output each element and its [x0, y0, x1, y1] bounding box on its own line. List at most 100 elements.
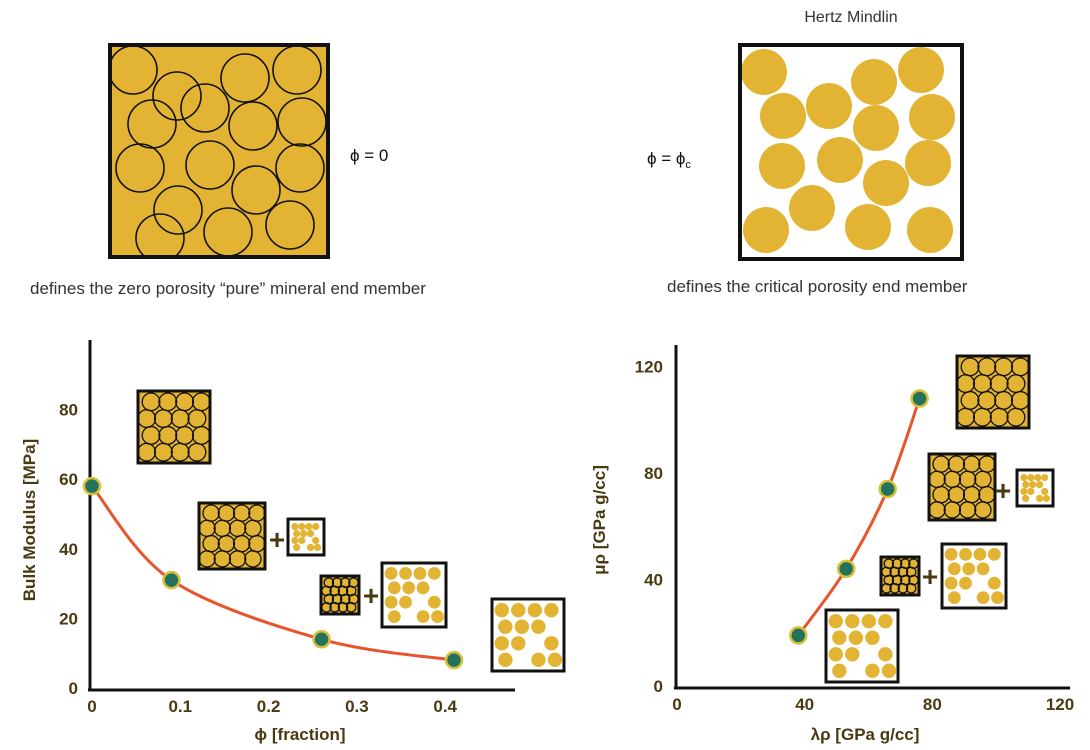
inset-loose-grain — [498, 652, 513, 667]
inset-grain-outline — [989, 407, 1009, 427]
grain-outline — [228, 101, 278, 151]
loose-grains — [741, 47, 955, 253]
inset-grain-outline — [321, 602, 332, 613]
inset-loose-grain — [845, 647, 860, 662]
grain-outline — [220, 53, 270, 103]
c1-y-tick: 0 — [69, 679, 78, 698]
chart2-inset-critical — [824, 608, 900, 684]
mineral-grains — [110, 45, 327, 257]
c1-data-point — [312, 630, 331, 649]
inset-grain-outline — [345, 602, 357, 613]
inset-loose-grain — [293, 529, 301, 538]
c1-x-tick: 0.3 — [345, 697, 369, 716]
inset-loose-grain — [416, 581, 430, 595]
inset-loose-grain — [976, 591, 990, 604]
inset-loose-grain — [1020, 487, 1028, 496]
inset-loose-grain — [306, 543, 315, 552]
c2-data-point — [836, 559, 856, 579]
bulk-modulus-chart: 0 20 40 60 80 0 0.1 0.2 0.3 0.4 Bulk Modulus [MP… — [20, 340, 566, 744]
inset-loose-grain — [861, 614, 877, 629]
mineral-square-border — [108, 43, 330, 259]
phi-zero-label: ϕ = 0 — [350, 146, 388, 165]
chart1-x-label: ϕ [fraction] — [254, 725, 345, 744]
c2-data-point — [789, 626, 808, 645]
inset-loose-grain — [531, 652, 546, 667]
inset-loose-grain — [1020, 474, 1028, 482]
inset-grain-outline — [905, 583, 917, 594]
inset-grain-outline — [972, 407, 992, 427]
inset-loose-grain — [431, 610, 444, 623]
inset-loose-grain — [387, 610, 401, 623]
inset-grain-outline — [329, 602, 341, 613]
loose-grain — [909, 94, 955, 140]
hertz-mindlin-title: Hertz Mindlin — [804, 9, 897, 26]
grain-outline — [185, 140, 235, 190]
chart2-inset-mix-a-loose — [1015, 468, 1055, 508]
chart2-plus-a: + — [995, 475, 1011, 506]
loose-grain — [741, 49, 787, 95]
inset-loose-grain — [865, 663, 880, 678]
inset-loose-grain — [384, 595, 398, 609]
inset-loose-grain — [962, 562, 976, 576]
inset-loose-grain — [848, 630, 864, 645]
lambda-mu-rho-chart: 0 40 80 120 0 40 80 120 μρ [GPa g/cc] λρ [GPa … — [590, 345, 1074, 744]
chart2-inset-mix-b-loose — [940, 542, 1008, 610]
inset-loose-grain — [1029, 480, 1037, 489]
chart1-inset-critical — [490, 597, 566, 673]
inset-loose-grain — [1041, 487, 1049, 496]
zero-porosity-block — [108, 43, 330, 259]
inset-loose-grain — [1022, 480, 1030, 489]
inset-loose-grain — [293, 543, 301, 552]
chart1-curve — [90, 485, 455, 662]
grain-outline — [152, 71, 202, 121]
inset-grain-outline — [956, 407, 976, 427]
inset-grain-outline — [943, 501, 962, 519]
chart2-plus-b: + — [922, 561, 938, 592]
grain-outline — [180, 83, 230, 133]
inset-loose-grain — [1034, 474, 1042, 482]
inset-loose-grain — [944, 576, 958, 590]
loose-grain — [863, 160, 909, 206]
chart1-inset-mix-a-loose — [286, 517, 326, 557]
loose-grain — [759, 143, 805, 189]
grain-outline — [265, 200, 315, 250]
loose-grain — [743, 207, 789, 253]
inset-grain-outline — [170, 442, 190, 462]
chart1-y-label: Bulk Modulus [MPa] — [20, 439, 39, 601]
c2-data-point — [910, 389, 929, 408]
inset-loose-grain — [511, 603, 526, 618]
inset-loose-grain — [413, 567, 427, 580]
chart2-inset-mix-a — [927, 452, 997, 522]
inset-loose-grain — [300, 529, 308, 538]
c2-y-tick: 40 — [644, 571, 663, 590]
inset-loose-grain — [427, 567, 441, 580]
inset-grain-outline — [187, 442, 207, 462]
inset-loose-grain — [1041, 474, 1049, 482]
grain-outline — [153, 185, 203, 235]
inset-loose-grain — [305, 523, 313, 531]
inset-loose-grain — [544, 603, 559, 618]
inset-loose-grain — [531, 619, 546, 634]
chart2-data-points — [789, 389, 929, 645]
chart2-y-tick-labels: 0 40 80 120 — [635, 358, 663, 696]
inset-loose-grain — [828, 614, 843, 629]
inset-grain-outline — [1006, 407, 1026, 427]
c1-y-tick: 80 — [59, 401, 78, 420]
c2-data-point — [878, 479, 897, 499]
c1-x-tick: 0.2 — [257, 697, 281, 716]
inset-loose-grain — [402, 581, 416, 595]
c1-y-tick: 40 — [59, 540, 78, 559]
chart2-inset-mineral — [955, 354, 1031, 430]
inset-grain-outline — [881, 583, 892, 594]
inset-loose-grain — [1027, 474, 1035, 482]
inset-loose-grain — [306, 529, 315, 538]
inset-loose-grain — [1035, 494, 1044, 502]
inset-loose-grain — [1035, 480, 1044, 489]
inset-loose-grain — [494, 603, 509, 618]
chart1-data-points — [82, 476, 464, 670]
c2-y-tick: 0 — [654, 677, 663, 696]
chart1-inset-mix-b — [319, 574, 361, 616]
c2-x-tick: 0 — [672, 695, 681, 714]
chart1-plus-a: + — [269, 524, 285, 555]
inset-loose-grain — [384, 567, 398, 580]
